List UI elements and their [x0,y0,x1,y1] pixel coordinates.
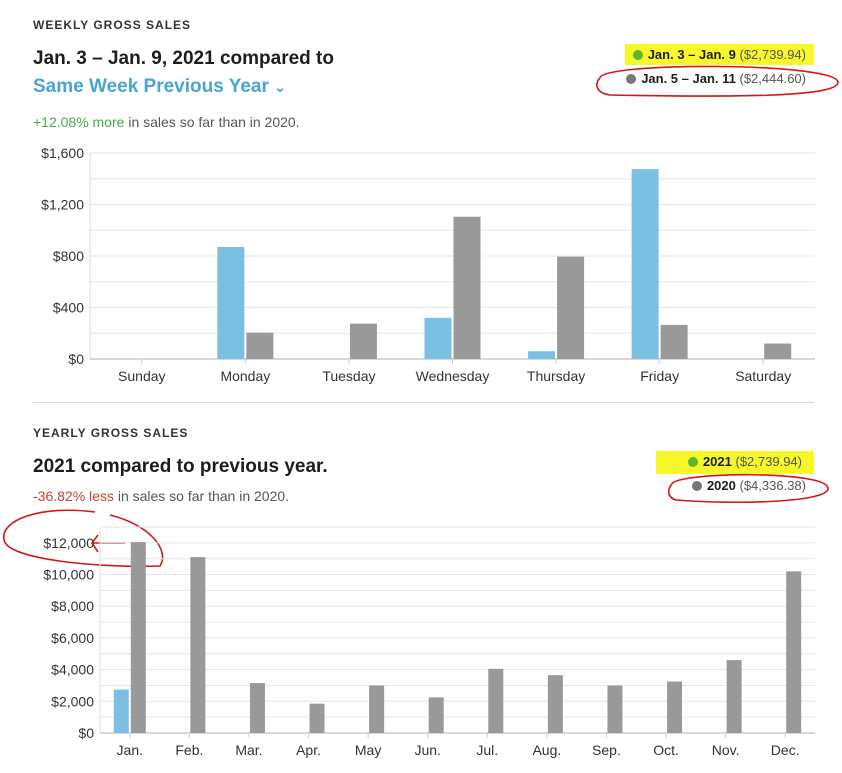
bar-previous [488,668,504,733]
weekly-delta-value: +12.08% more [33,114,125,130]
x-tick-label: Thursday [527,368,585,384]
bar-previous [190,557,206,733]
x-tick-label: Mar. [235,742,262,758]
legend-amount: ($2,444.60) [739,71,807,86]
y-tick-label: $800 [53,248,84,264]
gray-dot-icon [691,481,702,491]
bar-previous [660,324,688,359]
section-divider [33,402,814,403]
compare-period-dropdown[interactable]: Same Week Previous Year ⌄ [33,76,286,98]
x-tick-label: Friday [640,368,679,384]
weekly-sales-chart: $0 $400 $800 $1,200 $1,600 Sunday Monday Tuesda… [41,145,815,384]
bar-previous [249,683,265,733]
x-tick-label: Wednesday [416,368,490,384]
yearly-section-title: YEARLY GROSS SALES [33,426,189,440]
bar-previous [667,681,683,733]
gray-dot-icon [626,74,637,84]
bar-previous [557,256,585,359]
bar-previous [246,332,274,359]
y-tick-label: $1,200 [41,197,84,213]
x-tick-label: Apr. [296,742,321,758]
bar-previous [369,685,385,733]
x-tick-label: Nov. [712,742,740,758]
x-tick-label: Sep. [592,742,621,758]
x-tick-label: Monday [220,368,270,384]
x-tick-label: Feb. [175,742,203,758]
x-tick-label: Sunday [118,368,165,384]
legend-amount: ($2,739.94) [739,47,807,62]
bar-current [424,317,452,359]
bar-current [217,246,245,359]
y-tick-label: $10,000 [43,567,94,583]
chevron-down-icon: ⌄ [274,79,286,95]
y-tick-label: $0 [78,725,94,741]
x-tick-label: Tuesday [322,368,375,384]
legend-amount: ($4,336.38) [739,478,807,493]
weekly-legend-current: Jan. 3 – Jan. 9 ($2,739.94) [624,44,814,65]
compare-period-label: Same Week Previous Year [33,76,269,97]
x-tick-label: Jul. [476,742,498,758]
y-tick-label: $1,600 [41,145,84,161]
legend-label: 2021 [702,454,732,469]
x-tick-label: Dec. [771,742,800,758]
x-tick-label: Jan. [117,742,143,758]
y-tick-label: $4,000 [51,662,94,678]
weekly-delta-text: +12.08% more in sales so far than in 202… [33,114,300,130]
yearly-legend-current: 2021 ($2,739.94) [655,451,814,474]
bar-previous [428,697,444,733]
bar-previous [607,685,623,733]
y-tick-label: $8,000 [51,598,94,614]
yearly-delta-value: -36.82% less [33,488,114,504]
bar-previous [453,216,481,359]
bar-current [631,169,659,359]
bar-previous [786,571,802,733]
y-tick-label: $12,000 [43,535,94,551]
green-dot-icon [632,50,643,60]
weekly-legend-previous: Jan. 5 – Jan. 11 ($2,444.60) [618,71,814,86]
y-tick-label: $400 [53,300,84,316]
weekly-headline: Jan. 3 – Jan. 9, 2021 compared to [33,48,334,69]
legend-amount: ($2,739.94) [735,454,803,469]
y-tick-label: $6,000 [51,630,94,646]
x-tick-label: May [355,742,381,758]
green-dot-icon [687,457,698,467]
x-tick-label: Oct. [653,742,679,758]
bar-current [113,689,129,733]
y-tick-label: $0 [68,351,84,367]
x-tick-label: Jun. [414,742,440,758]
bar-previous [130,542,146,733]
bar-previous [349,323,377,359]
legend-label: 2020 [706,478,736,493]
weekly-section-title: WEEKLY GROSS SALES [33,18,192,32]
legend-label: Jan. 3 – Jan. 9 [647,47,736,62]
weekly-delta-rest: in sales so far than in 2020. [124,114,300,130]
bar-previous [309,703,325,733]
y-tick-label: $2,000 [51,693,94,709]
bar-previous [726,660,742,733]
yearly-sales-chart: $0 $2,000 $4,000 $6,000 $8,000 $10,000 $12,000… [43,526,815,758]
legend-label: Jan. 5 – Jan. 11 [641,71,736,86]
bar-previous [764,343,792,359]
bar-current [528,351,556,359]
x-tick-label: Saturday [735,368,791,384]
yearly-delta-rest: in sales so far than in 2020. [113,488,290,504]
yearly-delta-text: -36.82% less in sales so far than in 202… [33,488,289,504]
x-tick-label: Aug. [532,742,561,758]
bar-previous [547,675,563,733]
yearly-headline: 2021 compared to previous year. [33,456,328,477]
yearly-legend-previous: 2020 ($4,336.38) [684,478,814,493]
